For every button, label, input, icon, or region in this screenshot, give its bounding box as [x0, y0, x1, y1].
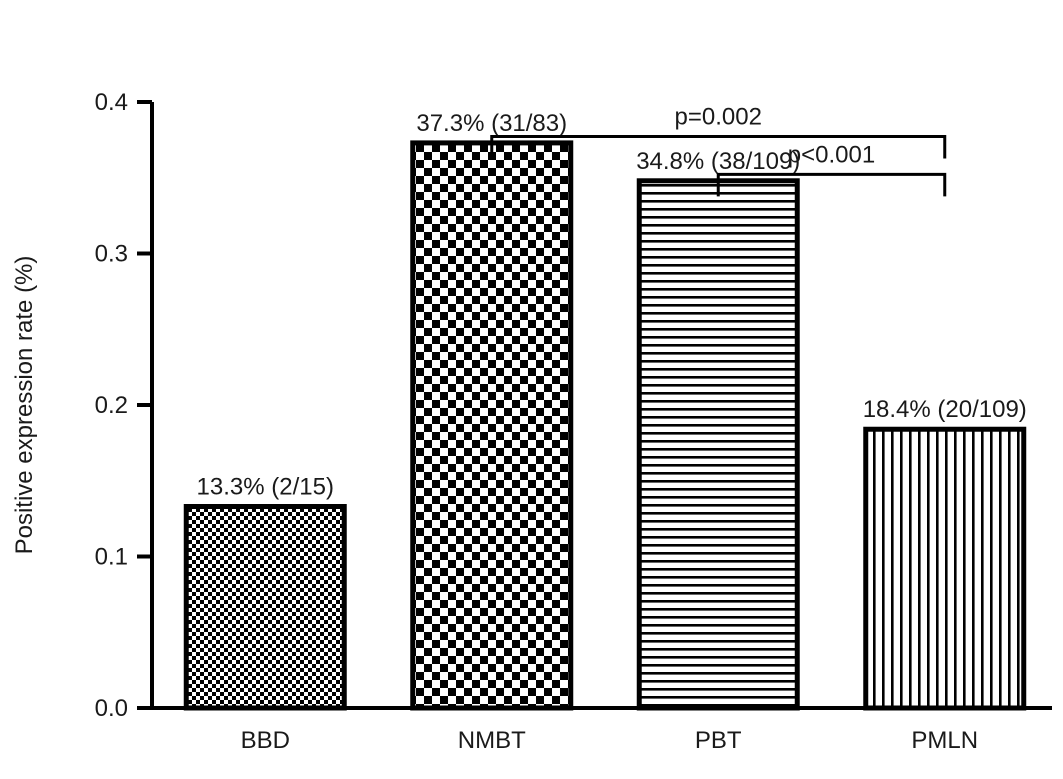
y-tick-label: 0.2 — [95, 392, 128, 419]
significance-brackets: p=0.002 p<0.001 — [490, 104, 947, 197]
bar-value-label: 37.3% (31/83) — [416, 110, 567, 137]
bars: 13.3% (2/15) BBD 37.3% (31/83) NMBT 34.8% (3… — [183, 110, 1027, 754]
y-tick-label: 0.0 — [95, 695, 128, 722]
bar-pbt — [636, 178, 800, 711]
significance-label: p<0.001 — [788, 141, 875, 168]
y-tick-label: 0.4 — [95, 89, 128, 116]
y-tick-label: 0.1 — [95, 544, 128, 571]
y-axis-title: Positive expression rate (%) — [11, 256, 38, 555]
x-tick-label: PBT — [695, 727, 742, 754]
significance-label: p=0.002 — [675, 104, 762, 131]
x-tick-label: PMLN — [911, 727, 978, 754]
x-tick-label: BBD — [241, 727, 290, 754]
bar-value-label: 18.4% (20/109) — [863, 396, 1027, 423]
bar-value-label: 13.3% (2/15) — [197, 474, 334, 501]
y-tick-label: 0.3 — [95, 241, 128, 268]
bar-pmln — [863, 426, 1027, 711]
y-axis-ticks: 0.0 0.1 0.2 0.3 0.4 — [95, 89, 152, 722]
bar-nmbt — [410, 140, 574, 711]
significance-bracket — [716, 172, 947, 197]
bar-value-label: 34.8% (38/109) — [636, 148, 800, 175]
bar-bbd — [183, 504, 347, 711]
significance-bracket — [490, 135, 947, 159]
x-tick-label: NMBT — [458, 727, 526, 754]
